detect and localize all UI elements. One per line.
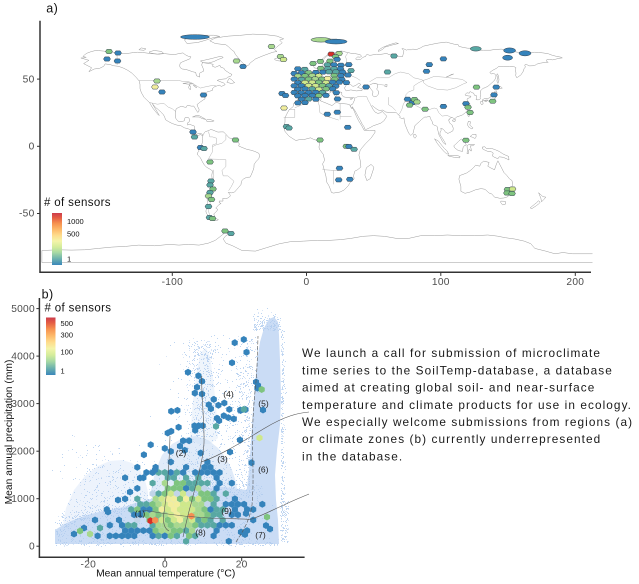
svg-text:(2): (2) [176, 448, 187, 458]
svg-text:(9): (9) [221, 506, 232, 516]
svg-text:3000: 3000 [11, 399, 35, 410]
svg-text:Mean annual precipitation (mm): Mean annual precipitation (mm) [4, 360, 15, 505]
svg-text:-50: -50 [19, 209, 35, 220]
svg-text:(5): (5) [258, 399, 269, 409]
svg-text:0: 0 [304, 277, 310, 288]
svg-text:300: 300 [61, 331, 74, 340]
svg-text:b): b) [42, 287, 54, 301]
svg-text:100: 100 [432, 277, 450, 288]
svg-text:(7): (7) [255, 530, 266, 540]
svg-text:(6): (6) [258, 464, 269, 474]
svg-text:0: 0 [162, 560, 168, 571]
svg-text:0: 0 [29, 142, 35, 153]
svg-text:-20: -20 [81, 560, 97, 571]
svg-text:200: 200 [566, 277, 584, 288]
svg-text:(1): (1) [135, 509, 146, 519]
svg-text:500: 500 [61, 319, 74, 328]
svg-text:100: 100 [61, 348, 74, 357]
svg-text:(4): (4) [223, 389, 234, 399]
svg-text:20: 20 [236, 560, 248, 571]
svg-text:temperature and climate produc: temperature and climate products for use… [302, 398, 632, 412]
svg-text:(3): (3) [217, 454, 228, 464]
svg-text:(8): (8) [195, 528, 206, 538]
svg-text:1000: 1000 [67, 217, 84, 226]
svg-text:1: 1 [61, 367, 65, 376]
svg-text:We especially welcome submissi: We especially welcome submissions from r… [302, 415, 633, 429]
svg-text:2000: 2000 [11, 446, 35, 457]
svg-text:time series to the SoilTemp-da: time series to the SoilTemp-database, a … [302, 363, 613, 377]
svg-text:or climate zones (b) currently: or climate zones (b) currently underrepr… [302, 432, 601, 446]
svg-text:1: 1 [67, 255, 71, 264]
svg-text:0: 0 [29, 541, 35, 552]
svg-text:in the database.: in the database. [302, 449, 403, 463]
svg-text:-100: -100 [162, 277, 183, 288]
svg-text:1000: 1000 [11, 494, 35, 505]
svg-text:We launch a call for submissi: We launch a call for submission of micro… [302, 346, 601, 360]
svg-text:5000: 5000 [11, 304, 35, 315]
svg-text:aimed at creating global soil-: aimed at creating global soil- and near-… [302, 381, 595, 395]
svg-text:# of sensors: # of sensors [44, 197, 111, 209]
svg-text:a): a) [46, 1, 58, 15]
svg-text:4000: 4000 [11, 351, 35, 362]
svg-text:Mean annual temperature (°C): Mean annual temperature (°C) [96, 569, 235, 580]
svg-text:# of sensors: # of sensors [45, 303, 112, 315]
svg-text:50: 50 [23, 74, 35, 85]
svg-text:500: 500 [67, 230, 80, 239]
